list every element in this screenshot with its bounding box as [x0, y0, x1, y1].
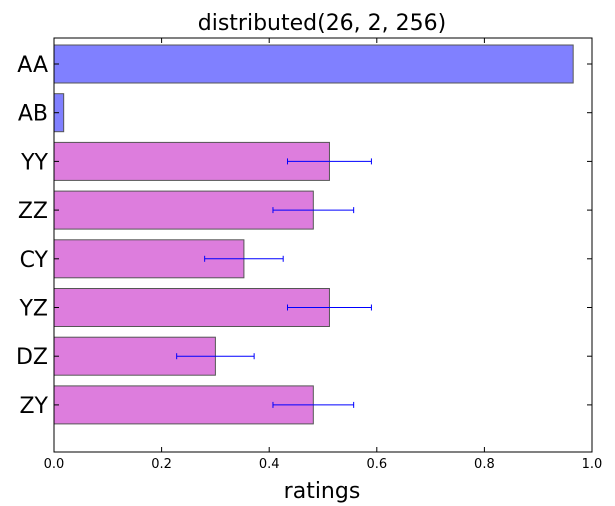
bar-zz: [53, 190, 314, 230]
x-tick-label-5: 1.0: [582, 457, 603, 472]
x-tick-label-4: 0.8: [474, 457, 495, 472]
y-tick-label-zy: ZY: [19, 394, 48, 419]
bar-zy: [53, 385, 314, 425]
x-tick-label-1: 0.2: [151, 457, 172, 472]
x-axis-label: ratings: [284, 479, 361, 504]
plot-frame: [53, 37, 593, 453]
y-tick-label-yz: YZ: [18, 297, 48, 322]
y-tick-label-aa: AA: [17, 53, 48, 78]
x-tick-label-2: 0.4: [259, 457, 280, 472]
y-tick-label-zz: ZZ: [18, 199, 48, 224]
y-tick-label-ab: AB: [18, 102, 48, 127]
x-tick-label-0: 0.0: [44, 457, 65, 472]
chart-title: distributed(26, 2, 256): [198, 11, 446, 36]
y-tick-label-dz: DZ: [16, 345, 48, 370]
y-tick-label-yy: YY: [20, 150, 48, 175]
bar-aa: [53, 44, 574, 84]
y-tick-label-cy: CY: [20, 248, 49, 273]
x-tick-label-3: 0.6: [366, 457, 387, 472]
